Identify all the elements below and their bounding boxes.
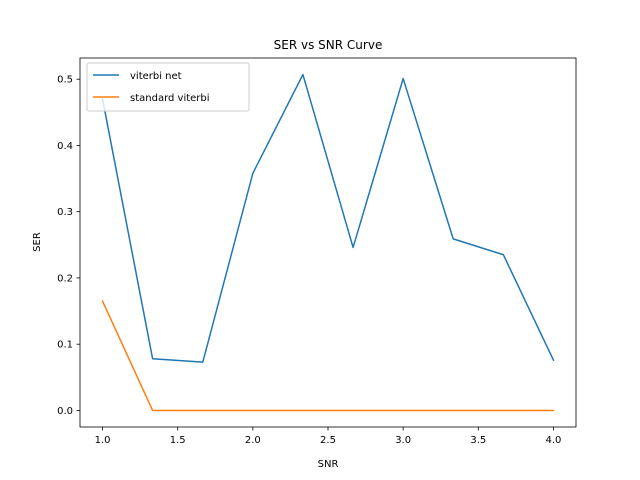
- series-line-viterbi-net: [101, 73, 555, 363]
- chart-title: SER vs SNR Curve: [274, 38, 383, 52]
- x-tick-label: 4.0: [546, 435, 562, 446]
- y-tick-label: 0.3: [57, 207, 73, 218]
- legend-box: [86, 62, 250, 112]
- plot-area: [101, 73, 555, 412]
- legend-entry-label: standard viterbi: [130, 93, 210, 104]
- y-tick-label: 0.1: [57, 340, 73, 351]
- y-tick-label: 0.5: [57, 75, 73, 86]
- legend-entry-label: viterbi net: [130, 71, 182, 82]
- x-tick-label: 2.5: [320, 435, 336, 446]
- legend: viterbi net standard viterbi: [86, 62, 250, 112]
- x-axis-ticks: 1.0 1.5 2.0 2.5 3.0 3.5 4.0: [95, 427, 562, 446]
- y-tick-label: 0.0: [57, 406, 73, 417]
- x-tick-label: 3.0: [395, 435, 411, 446]
- x-axis-label: SNR: [318, 459, 339, 470]
- series-line-standard-viterbi: [101, 300, 555, 412]
- x-tick-label: 1.0: [95, 435, 111, 446]
- x-tick-label: 3.5: [470, 435, 486, 446]
- y-tick-label: 0.2: [57, 273, 73, 284]
- x-tick-label: 2.0: [245, 435, 261, 446]
- x-tick-label: 1.5: [170, 435, 186, 446]
- y-axis-label: SER: [32, 232, 43, 252]
- y-tick-label: 0.4: [57, 141, 73, 152]
- y-axis-ticks: 0.0 0.1 0.2 0.3 0.4 0.5: [57, 75, 80, 417]
